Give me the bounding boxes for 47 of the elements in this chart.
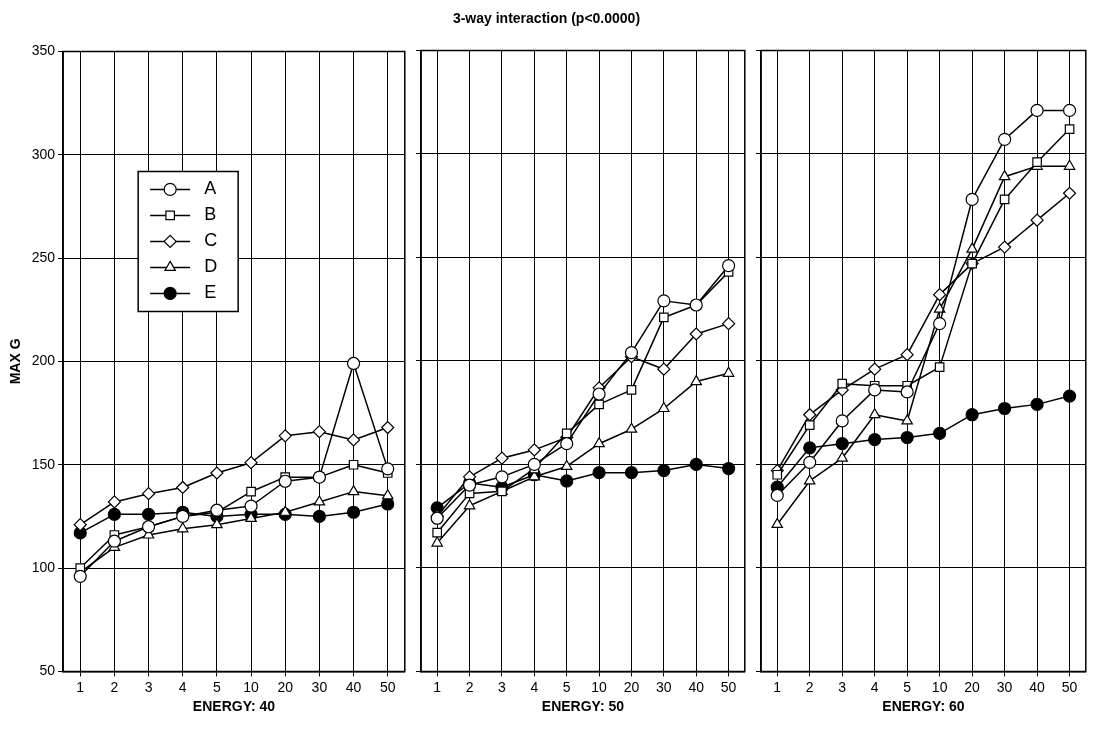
- chart-title: 3-way interaction (p<0.0000): [451, 10, 642, 26]
- x-tick-label: 20: [964, 678, 981, 695]
- x-tick-label: 5: [903, 678, 912, 695]
- x-axis-title: ENERGY: 60: [882, 698, 965, 715]
- x-tick-label: 10: [931, 678, 948, 695]
- x-tick-label: 5: [562, 678, 571, 695]
- x-tick-label: 50: [720, 678, 737, 695]
- x-tick-label: 4: [178, 678, 187, 695]
- x-tick-label: 1: [433, 678, 442, 695]
- y-tick-label: 150: [31, 455, 56, 472]
- x-tick-label: 30: [656, 678, 672, 695]
- x-tick-label: 20: [277, 678, 294, 695]
- x-tick-label: 2: [110, 678, 119, 695]
- y-axis-title: MAX G: [7, 338, 24, 385]
- x-tick-label: 50: [1061, 678, 1078, 695]
- legend-label: E: [204, 282, 217, 303]
- legend-label: D: [204, 256, 218, 277]
- y-tick-label: 350: [31, 42, 56, 59]
- x-tick-label: 3: [838, 678, 847, 695]
- legend-label: A: [204, 178, 217, 199]
- x-tick-label: 3: [144, 678, 153, 695]
- y-tick-label: 300: [31, 145, 56, 162]
- x-axis-title: ENERGY: 50: [541, 698, 625, 715]
- x-tick-label: 20: [623, 678, 640, 695]
- x-tick-label: 40: [1029, 678, 1046, 695]
- y-tick-label: 200: [31, 352, 56, 369]
- x-tick-label: 30: [311, 678, 328, 695]
- x-tick-label: 4: [530, 678, 539, 695]
- x-tick-label: 5: [213, 678, 221, 695]
- x-tick-label: 3: [498, 678, 507, 695]
- x-tick-label: 2: [805, 678, 814, 695]
- legend-label: B: [204, 204, 217, 225]
- x-tick-label: 30: [996, 678, 1013, 695]
- legend-label: C: [204, 230, 218, 251]
- x-axis-title: ENERGY: 40: [192, 698, 276, 715]
- x-tick-label: 1: [773, 678, 782, 695]
- x-tick-label: 10: [243, 678, 260, 695]
- x-tick-label: 50: [379, 678, 396, 695]
- y-tick-label: 50: [39, 662, 56, 679]
- x-tick-label: 40: [345, 678, 362, 695]
- x-tick-label: 4: [870, 678, 879, 695]
- y-tick-label: 100: [31, 558, 56, 575]
- x-tick-label: 10: [591, 678, 608, 695]
- x-tick-label: 40: [688, 678, 705, 695]
- x-tick-label: 1: [76, 678, 85, 695]
- x-tick-label: 2: [465, 678, 474, 695]
- y-tick-label: 250: [31, 248, 56, 265]
